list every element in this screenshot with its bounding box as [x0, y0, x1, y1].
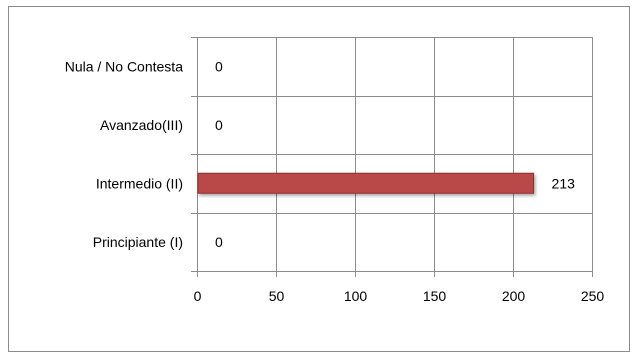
data-label: 0 — [215, 117, 223, 133]
data-label: 213 — [552, 175, 576, 191]
x-tick-label: 150 — [423, 288, 447, 304]
category-label: Nula / No Contesta — [65, 58, 183, 74]
x-tick-label: 250 — [581, 288, 605, 304]
category-label: Principiante (I) — [93, 234, 183, 250]
category-label: Avanzado(III) — [100, 117, 183, 133]
gridlines — [191, 37, 593, 271]
category-label: Intermedio (II) — [96, 175, 183, 191]
data-label: 0 — [215, 58, 223, 74]
bars — [197, 172, 535, 194]
data-label: 0 — [215, 234, 223, 250]
axes — [191, 37, 593, 277]
x-tick-label: 50 — [269, 288, 285, 304]
x-tick-label: 200 — [502, 288, 526, 304]
x-tick-label: 100 — [344, 288, 368, 304]
bar — [197, 172, 535, 194]
labels: 0 50 100 150 200 250 Principiante (I) 0 Intermed… — [65, 58, 605, 304]
x-tick-label: 0 — [194, 288, 202, 304]
